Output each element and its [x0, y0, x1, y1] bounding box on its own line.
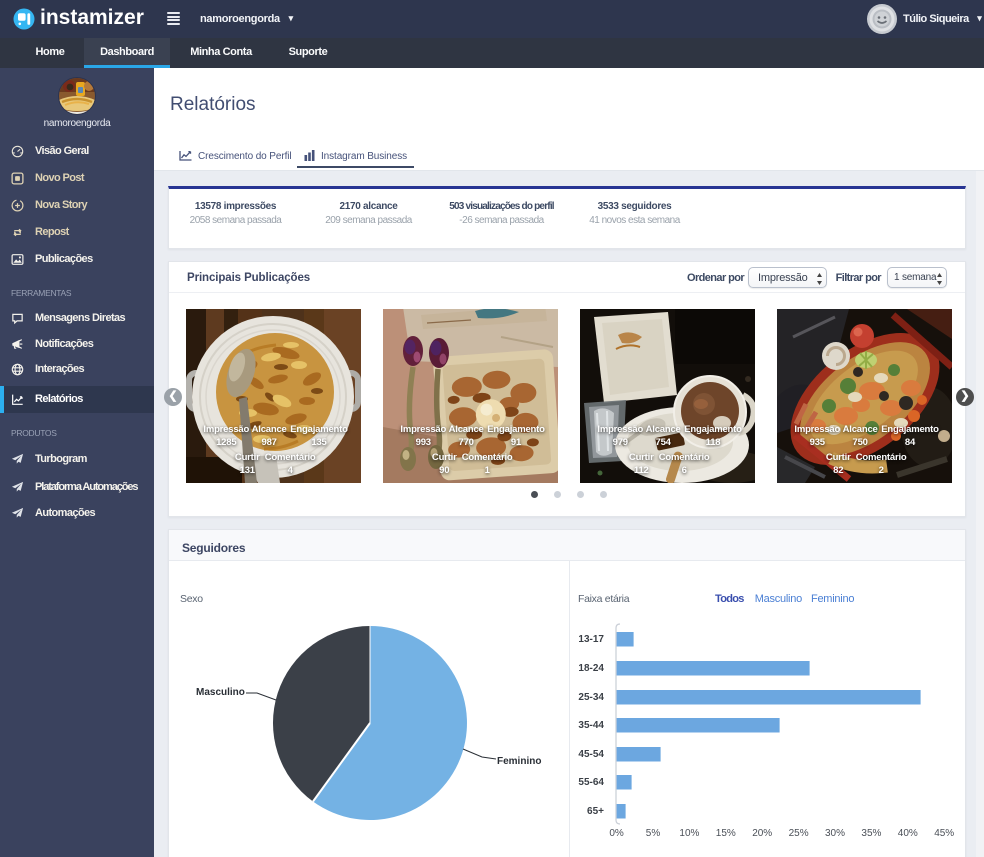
- svg-text:55-64: 55-64: [578, 777, 604, 788]
- svg-text:13-17: 13-17: [578, 634, 604, 645]
- svg-text:45-54: 45-54: [578, 749, 604, 760]
- svg-text:15%: 15%: [716, 828, 736, 839]
- svg-text:65+: 65+: [587, 806, 604, 817]
- svg-text:20%: 20%: [752, 828, 772, 839]
- svg-text:18-24: 18-24: [578, 663, 604, 674]
- svg-text:0%: 0%: [609, 828, 624, 839]
- svg-text:35%: 35%: [861, 828, 881, 839]
- svg-text:30%: 30%: [825, 828, 845, 839]
- svg-text:40%: 40%: [898, 828, 918, 839]
- svg-text:25%: 25%: [789, 828, 809, 839]
- svg-text:45%: 45%: [934, 828, 954, 839]
- svg-text:25-34: 25-34: [578, 692, 604, 703]
- svg-text:5%: 5%: [646, 828, 661, 839]
- svg-text:10%: 10%: [679, 828, 699, 839]
- svg-text:35-44: 35-44: [578, 720, 604, 731]
